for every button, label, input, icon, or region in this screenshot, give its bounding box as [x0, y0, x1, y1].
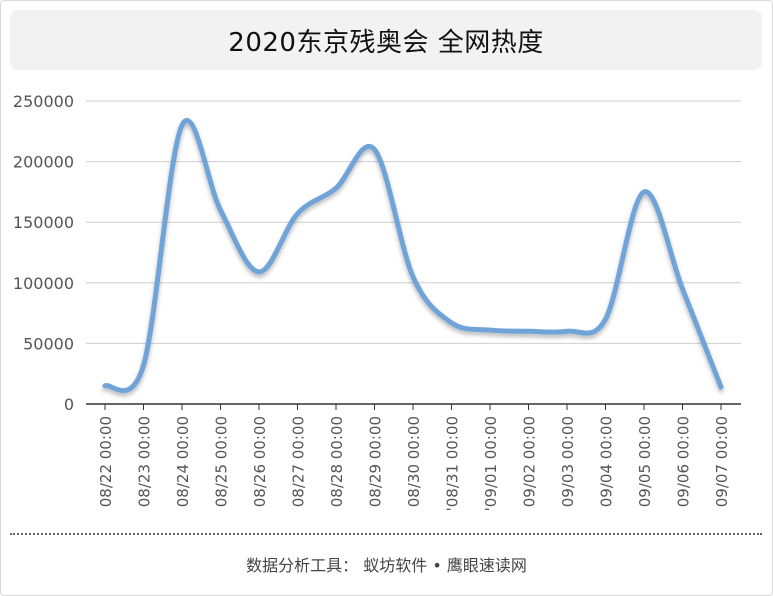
x-tick-label: 09/07 00:00 — [713, 416, 731, 507]
chart-title-box: 2020东京残奥会 全网热度 — [10, 10, 762, 70]
footer-credit: 数据分析工具： 蚁坊软件 • 鹰眼速读网 — [246, 556, 527, 575]
y-tick-label: 250000 — [13, 92, 74, 111]
x-tick-label: 08/25 00:00 — [213, 416, 231, 507]
y-tick-label: 200000 — [13, 153, 74, 172]
x-tick-label: 09/02 00:00 — [521, 416, 539, 507]
x-tick-label: 08/24 00:00 — [174, 416, 192, 507]
x-tick-label: 09/05 00:00 — [636, 416, 654, 507]
x-tick-label: 08/29 00:00 — [367, 416, 385, 507]
x-tick-label: '08/31 00:00 — [444, 416, 462, 511]
series-line — [102, 118, 724, 394]
footer-divider — [10, 533, 762, 535]
y-tick-label: 150000 — [13, 213, 74, 232]
x-tick-label: 09/04 00:00 — [598, 416, 616, 507]
x-tick-label: 08/28 00:00 — [328, 416, 346, 507]
y-tick-label: 100000 — [13, 274, 74, 293]
x-tick-label: 09/06 00:00 — [675, 416, 693, 507]
y-tick-label: 0 — [64, 395, 74, 414]
x-tick-label: 08/26 00:00 — [251, 416, 269, 507]
grid-lines — [86, 100, 741, 405]
x-axis-tick-labels: 08/22 00:00 08/23 00:00 08/24 00:00 08/25 0… — [97, 404, 731, 511]
x-tick-label: '09/01 00:00 — [482, 416, 500, 511]
x-tick-label: 08/22 00:00 — [97, 416, 115, 507]
x-tick-label: 08/23 00:00 — [136, 416, 154, 507]
x-tick-label: 09/03 00:00 — [559, 416, 577, 507]
x-tick-label: 08/30 00:00 — [405, 416, 423, 507]
chart-title: 2020东京残奥会 全网热度 — [228, 27, 544, 58]
x-tick-label: 08/27 00:00 — [290, 416, 308, 507]
y-tick-label: 50000 — [23, 334, 74, 353]
series-layer — [102, 118, 724, 394]
y-axis-tick-labels: 0 50000 100000 150000 200000 250000 — [13, 92, 74, 414]
